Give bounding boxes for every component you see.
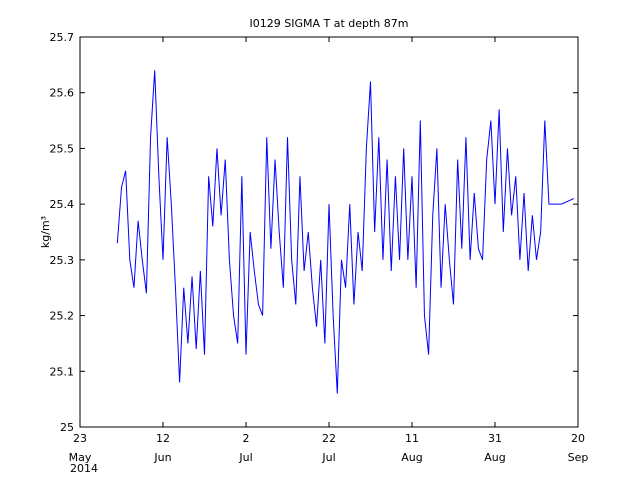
- x-tick-month: Jul: [238, 451, 252, 464]
- x-tick-month: Sep: [568, 451, 589, 464]
- y-tick-label: 25.2: [50, 310, 75, 323]
- chart-title: I0129 SIGMA T at depth 87m: [250, 17, 409, 30]
- x-tick-label: 11: [405, 432, 419, 445]
- x-tick-label: 22: [322, 432, 336, 445]
- data-line: [116, 70, 575, 394]
- y-tick-label: 25.4: [50, 198, 75, 211]
- y-tick-label: 25.7: [50, 31, 75, 44]
- x-tick-month: Jul: [321, 451, 335, 464]
- y-tick-label: 25.5: [50, 142, 75, 155]
- x-year-label: 2014: [70, 462, 98, 475]
- x-tick-label: 12: [156, 432, 170, 445]
- x-tick-label: 31: [488, 432, 502, 445]
- y-tick-label: 25.1: [50, 365, 75, 378]
- x-tick-label: 23: [73, 432, 87, 445]
- x-tick-month: Jun: [153, 451, 171, 464]
- x-tick-label: 20: [571, 432, 585, 445]
- x-tick-month: Aug: [401, 451, 422, 464]
- y-tick-label: 25.3: [50, 254, 75, 267]
- y-tick-label: 25: [60, 421, 74, 434]
- x-tick-month: Aug: [484, 451, 505, 464]
- y-axis-label: kg/m³: [39, 216, 52, 248]
- x-tick-month: May: [69, 451, 92, 464]
- x-tick-label: 2: [243, 432, 250, 445]
- y-tick-label: 25.6: [50, 87, 75, 100]
